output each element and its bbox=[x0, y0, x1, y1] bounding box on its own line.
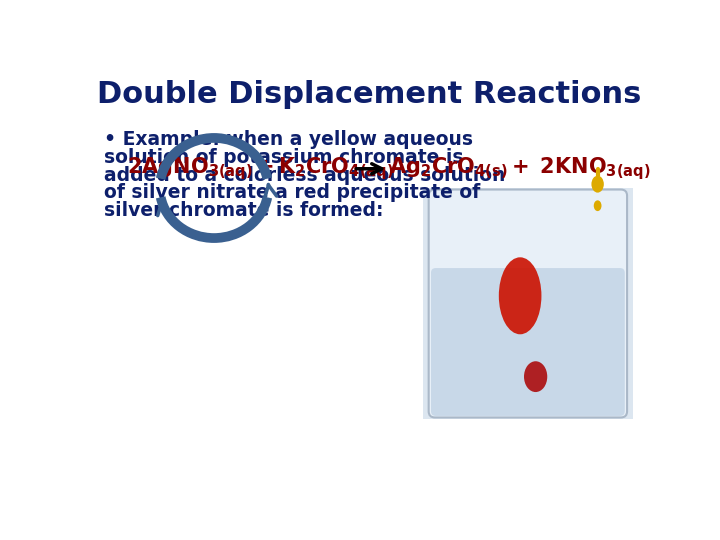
FancyBboxPatch shape bbox=[431, 268, 625, 416]
FancyBboxPatch shape bbox=[428, 190, 627, 417]
Text: silver chromate is formed:: silver chromate is formed: bbox=[104, 201, 384, 220]
Text: solution of potassium chromate is: solution of potassium chromate is bbox=[104, 148, 464, 167]
Ellipse shape bbox=[524, 361, 547, 392]
Text: $\mathbf{Ag_2CrO_{4(s)} + \ 2KNO_{3(aq)}}$: $\mathbf{Ag_2CrO_{4(s)} + \ 2KNO_{3(aq)}… bbox=[390, 156, 651, 182]
Text: $\mathbf{2AgNO_{3(aq)} + K_2CrO_{4(aq)}}$: $\mathbf{2AgNO_{3(aq)} + K_2CrO_{4(aq)}}… bbox=[127, 156, 394, 182]
Text: added to a colorless aqueous solution: added to a colorless aqueous solution bbox=[104, 166, 505, 185]
Text: Double Displacement Reactions: Double Displacement Reactions bbox=[96, 80, 642, 109]
Ellipse shape bbox=[594, 200, 601, 211]
Text: of silver nitrate a red precipitate of: of silver nitrate a red precipitate of bbox=[104, 184, 480, 202]
Bar bbox=[423, 188, 632, 419]
Text: • Example: when a yellow aqueous: • Example: when a yellow aqueous bbox=[104, 130, 473, 149]
Ellipse shape bbox=[499, 257, 541, 334]
Ellipse shape bbox=[591, 176, 604, 193]
